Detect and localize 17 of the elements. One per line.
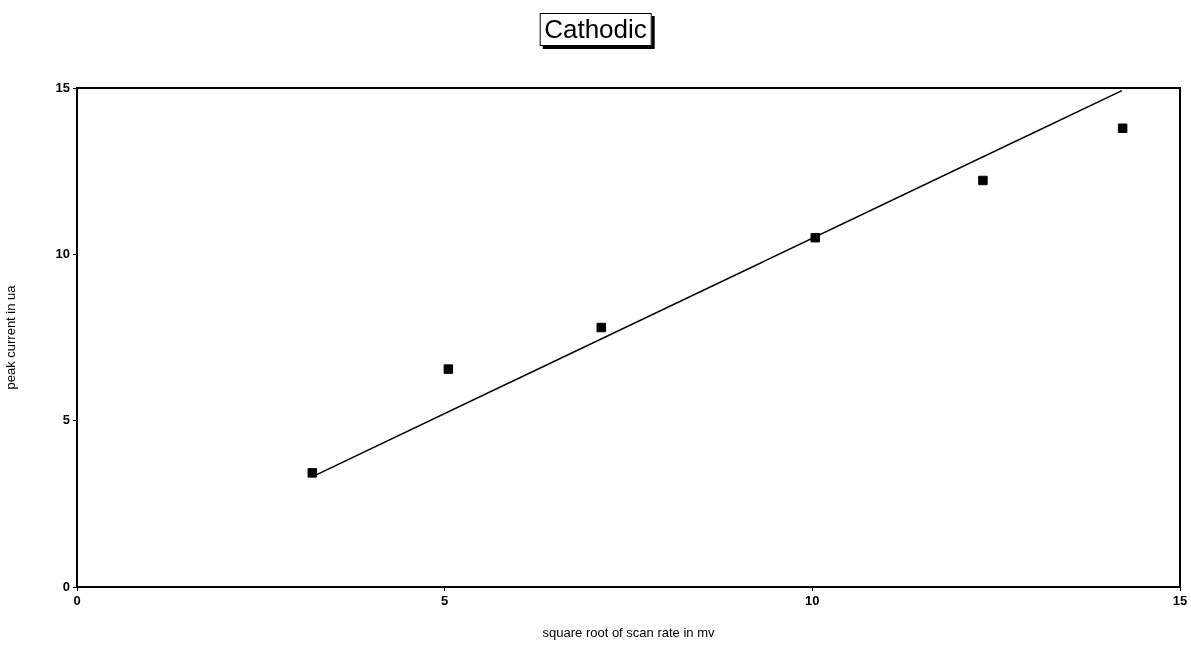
point <box>596 322 607 333</box>
x-axis-title: square root of scan rate in mv <box>542 624 715 640</box>
y-tick-label: 10 <box>55 245 70 261</box>
point <box>978 175 988 186</box>
y-tick-label: 15 <box>55 79 70 95</box>
x-tick-label: 10 <box>805 593 820 609</box>
chart-title: Cathodic <box>539 13 652 46</box>
point <box>443 364 454 374</box>
point <box>810 232 821 243</box>
x-tick-label: 5 <box>441 593 449 609</box>
y-axis-title: peak current in ua <box>3 284 19 390</box>
point <box>1117 123 1128 133</box>
x-tick-label: 0 <box>73 593 81 609</box>
point <box>307 468 318 478</box>
x-tick-label: 15 <box>1172 593 1188 609</box>
y-tick-label: 0 <box>62 578 70 594</box>
y-tick-label: 5 <box>62 412 70 428</box>
